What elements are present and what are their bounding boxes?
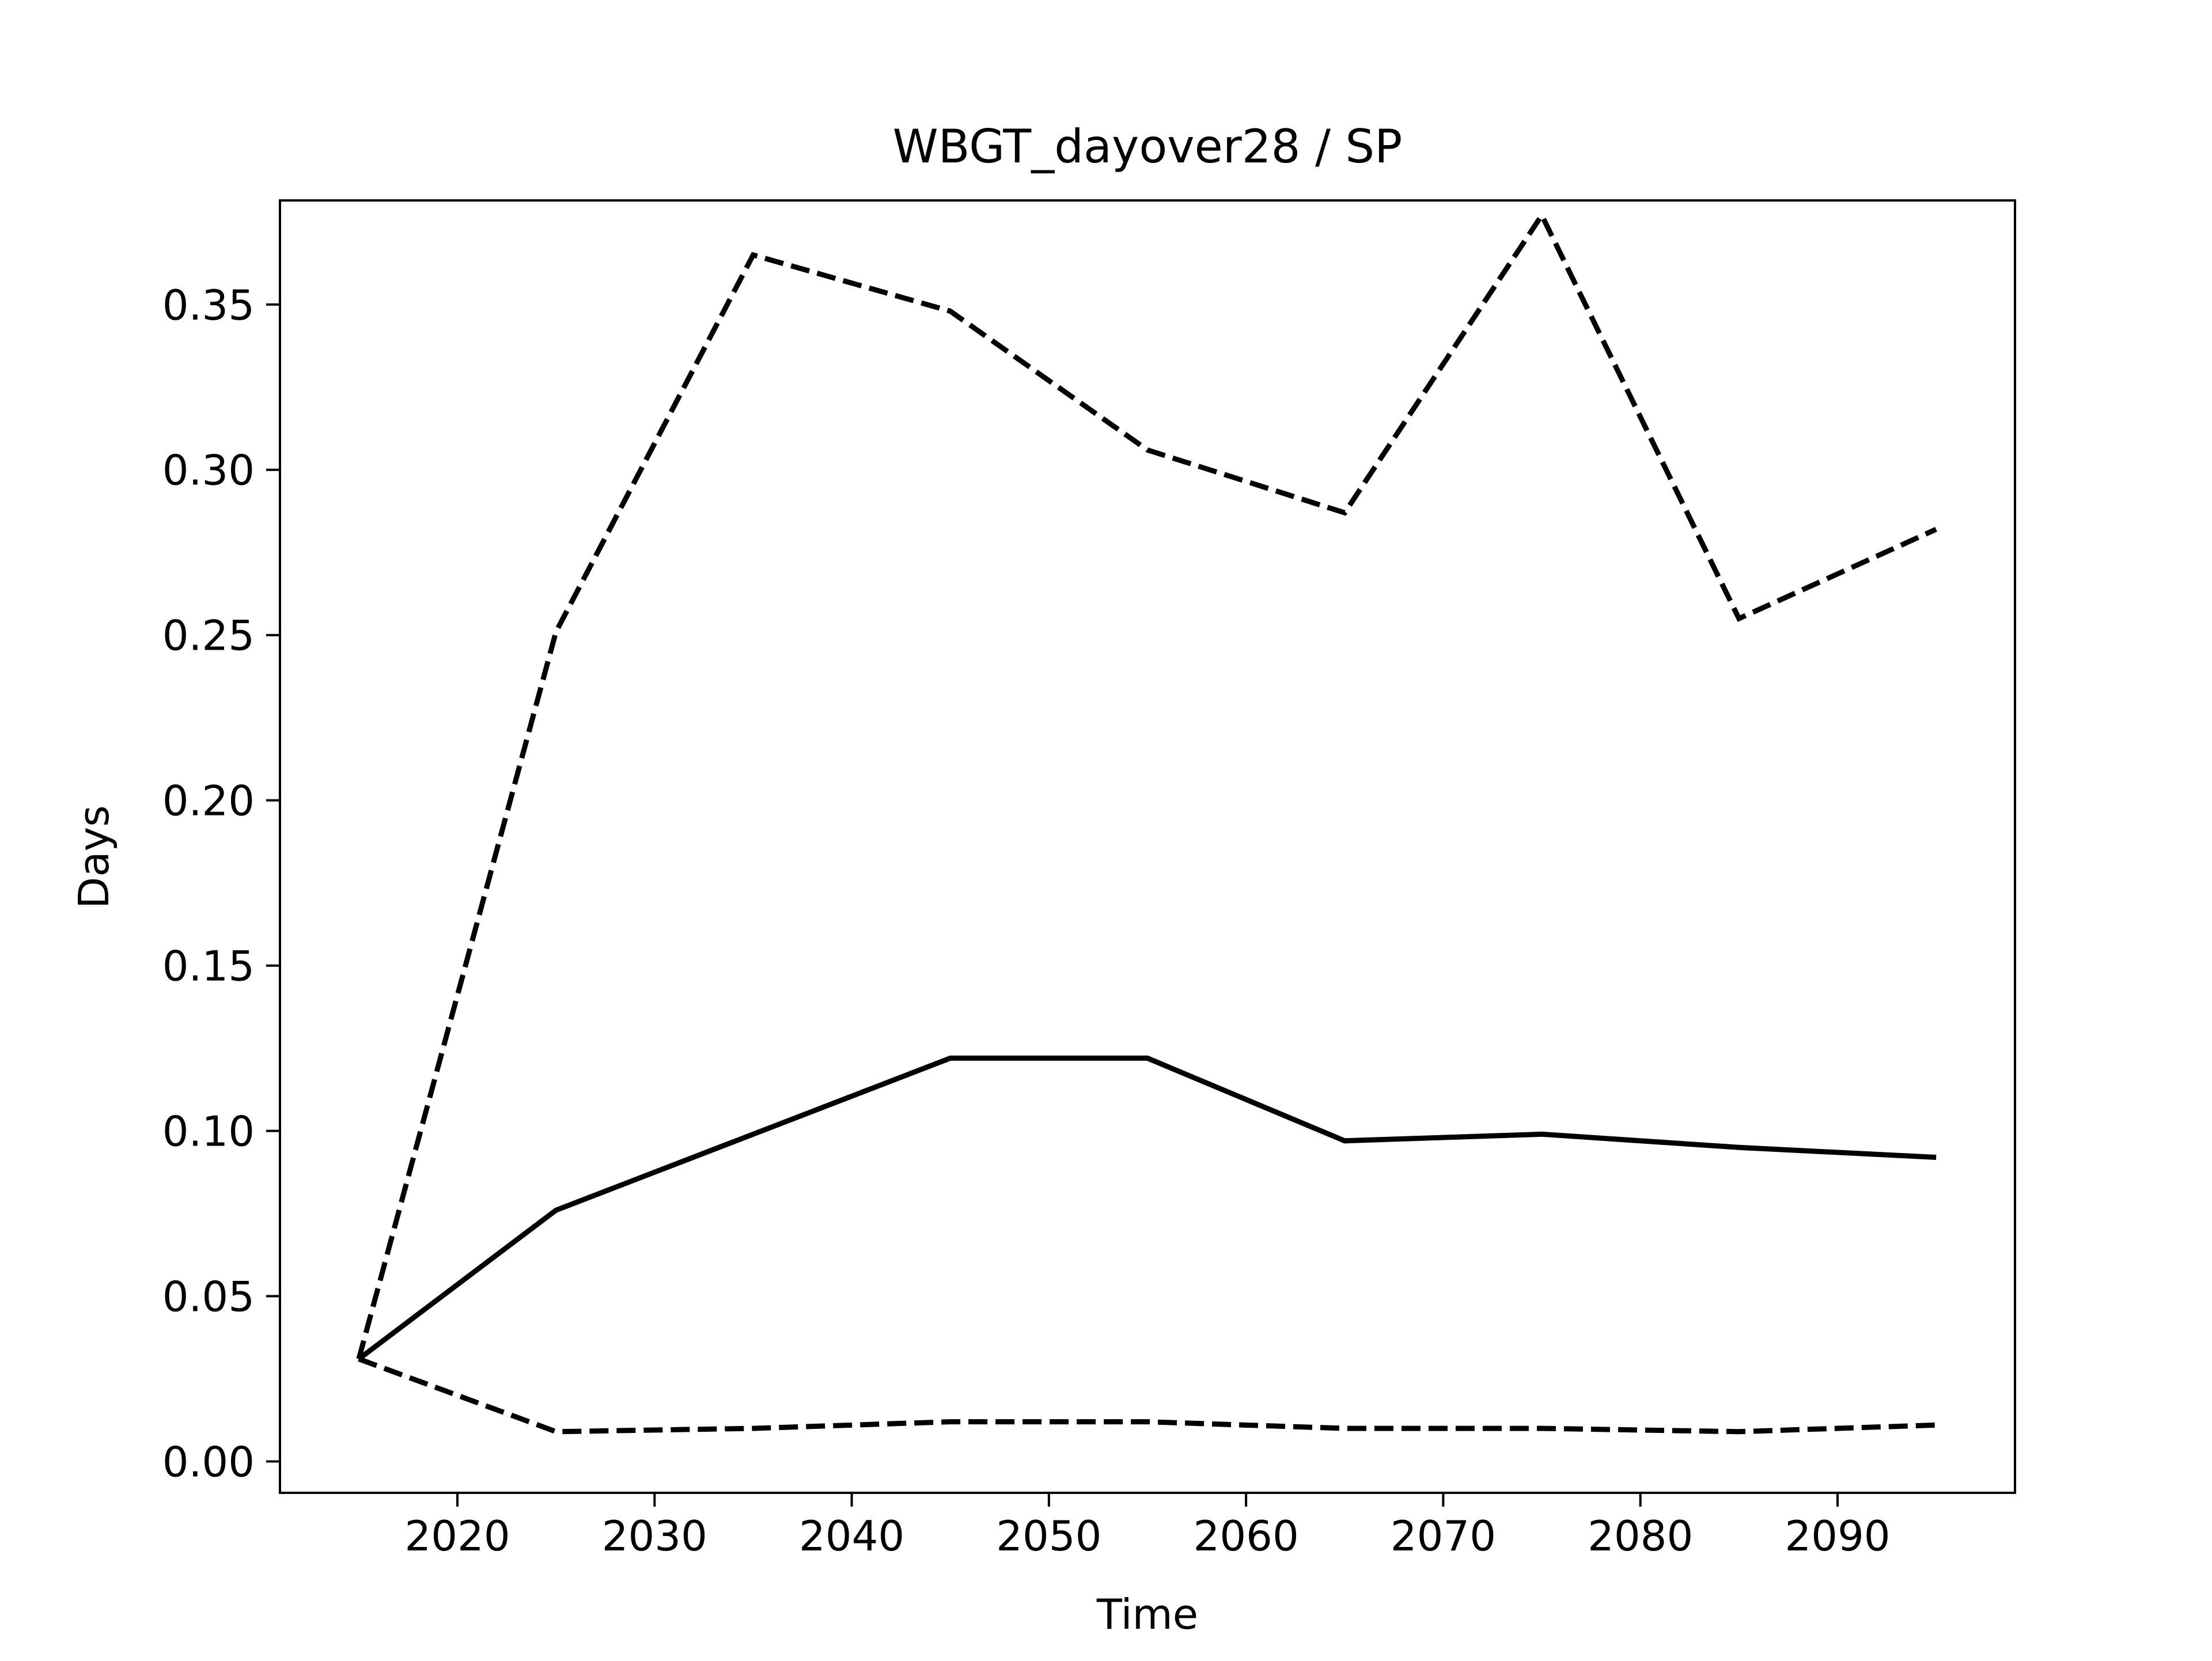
x-tick-label: 2030 [602, 1512, 707, 1560]
chart-title: WBGT_dayover28 / SP [893, 120, 1403, 173]
x-tick-label: 2020 [404, 1512, 510, 1560]
y-tick-label: 0.00 [162, 1438, 255, 1486]
y-tick-label: 0.30 [162, 446, 255, 495]
x-tick-label: 2040 [799, 1512, 904, 1560]
y-tick-label: 0.15 [162, 942, 255, 991]
y-axis-label: Days [70, 805, 118, 909]
series-line-lower [358, 1356, 1937, 1435]
y-tick-label: 0.20 [162, 777, 255, 825]
series-line-mean [357, 1055, 1937, 1362]
x-tick-label: 2090 [1785, 1512, 1890, 1560]
x-tick-label: 2070 [1391, 1512, 1496, 1560]
x-tick-label: 2050 [996, 1512, 1101, 1560]
x-axis-label: Time [1096, 1590, 1198, 1639]
series-line-upper [356, 210, 1937, 1360]
y-tick-label: 0.10 [162, 1108, 255, 1156]
axis-ticks: 2020 2030 2040 2050 2060 2070 2080 2090 0.00 0.05… [162, 281, 1891, 1560]
x-tick-label: 2060 [1194, 1512, 1299, 1560]
series-lines [356, 210, 1937, 1435]
plot-area-frame [279, 199, 2016, 1494]
y-tick-label: 0.05 [162, 1273, 255, 1321]
y-tick-label: 0.25 [162, 612, 255, 660]
y-tick-label: 0.35 [162, 281, 255, 329]
x-tick-label: 2080 [1588, 1512, 1693, 1560]
